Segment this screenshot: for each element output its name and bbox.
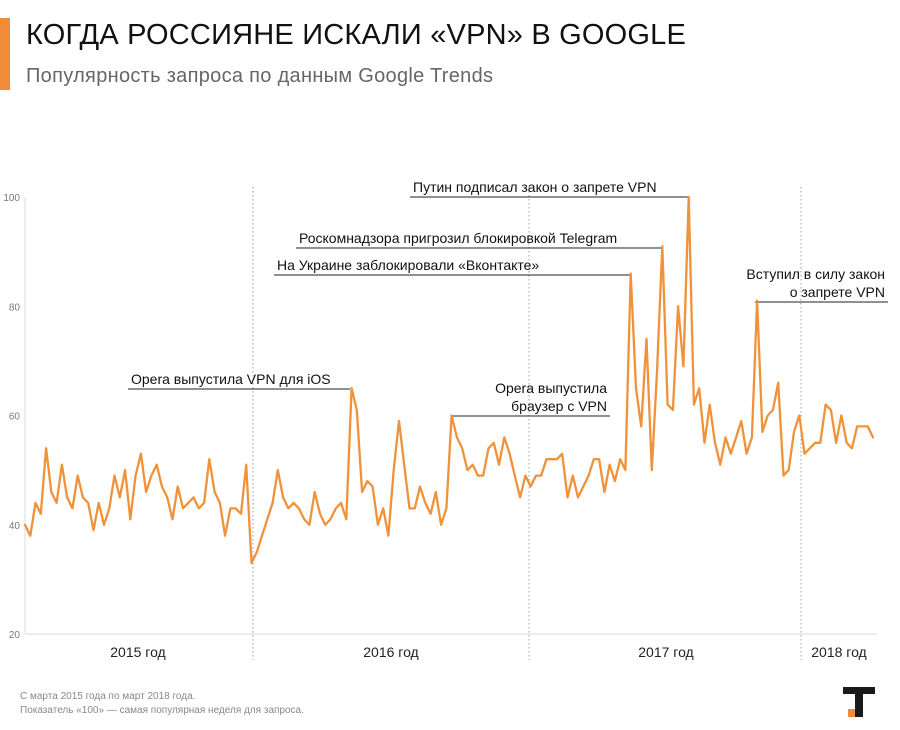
y-tick-label: 100 — [3, 193, 20, 204]
annotation-text: Opera выпустила VPN для iOS — [131, 371, 331, 387]
annotation-text: Opera выпустила — [495, 380, 607, 396]
page-subtitle: Популярность запроса по данным Google Tr… — [26, 65, 494, 87]
annotation-text-line2: браузер с VPN — [511, 398, 607, 414]
y-axis: 20 40 60 80 100 — [3, 193, 877, 641]
accent-bar — [0, 18, 10, 90]
series-layer — [23, 195, 875, 565]
page-title: КОГДА РОССИЯНЕ ИСКАЛИ «VPN» В GOOGLE — [26, 19, 687, 51]
year-label: 2016 год — [363, 644, 418, 660]
vpn-series-line — [23, 195, 875, 565]
y-tick-label: 20 — [9, 630, 21, 641]
t-logo-icon — [843, 687, 875, 717]
y-tick-label: 60 — [9, 412, 21, 423]
annotation-text: На Украине заблокировали «Вконтакте» — [277, 257, 539, 273]
y-tick-label: 40 — [9, 521, 21, 532]
y-tick-label: 80 — [9, 302, 21, 313]
x-axis-year-labels: 2015 год 2016 год 2017 год 2018 год — [110, 644, 866, 660]
year-label: 2018 год — [811, 644, 866, 660]
annotations: Opera выпустила VPN для iOS Opera выпусти… — [128, 179, 888, 417]
annotation-text: Путин подписал закон о запрете VPN — [413, 179, 657, 195]
footnote-index-note: Показатель «100» — самая популярная неде… — [20, 705, 304, 716]
annotation-text: Вступил в силу закон — [746, 266, 885, 282]
footnote-period: С марта 2015 года по март 2018 года. — [20, 691, 196, 702]
annotation-text-line2: о запрете VPN — [790, 284, 885, 300]
year-label: 2015 год — [110, 644, 165, 660]
annotation-text: Роскомнадзора пригрозил блокировкой Tele… — [299, 230, 617, 246]
year-label: 2017 год — [638, 644, 693, 660]
